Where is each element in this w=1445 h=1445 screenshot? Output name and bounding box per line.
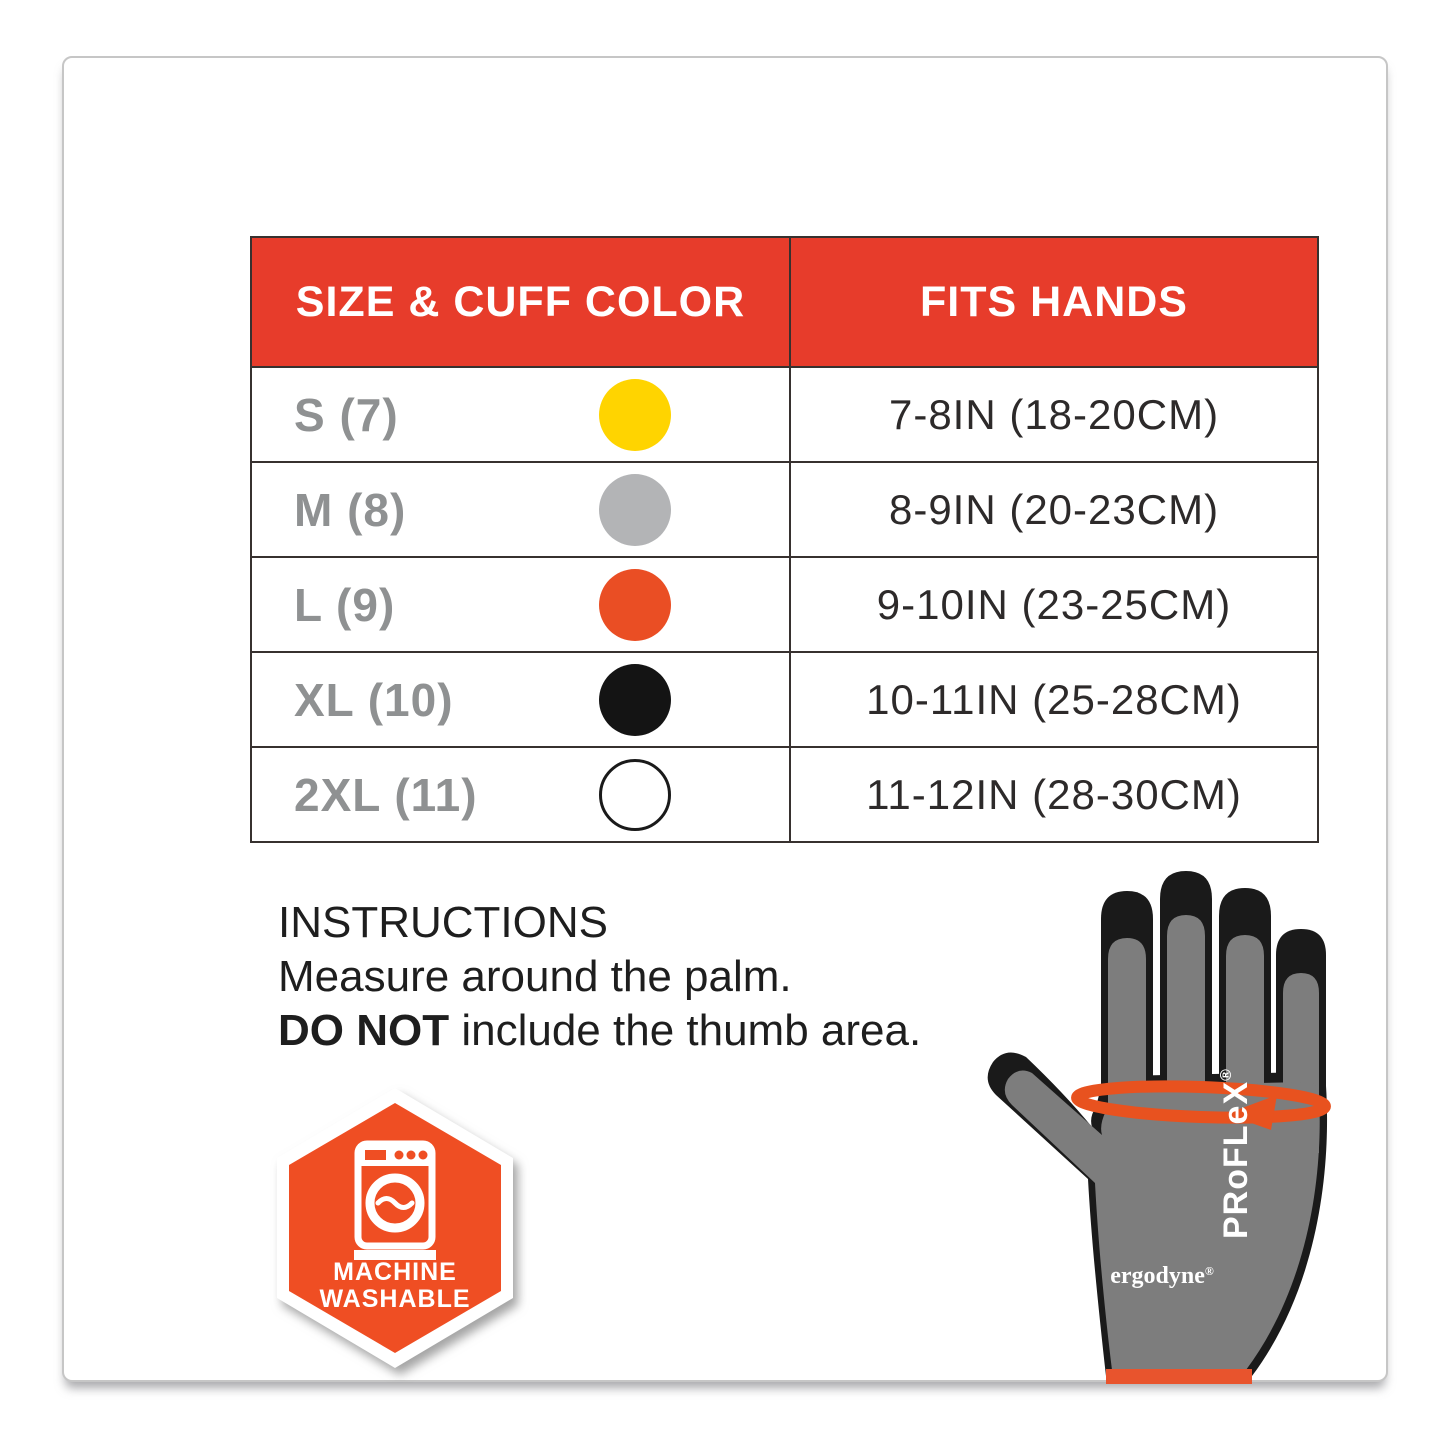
glove-illustration: PRoFLeX® ergodyne®: [987, 871, 1331, 1384]
table-row: XL (10) 10-11IN (25-28CM): [252, 651, 1317, 746]
spec-card: SIZE & CUFF COLOR FITS HANDS S (7) 7-8IN…: [62, 56, 1388, 1384]
table-row: L (9) 9-10IN (23-25CM): [252, 556, 1317, 651]
proflex-wordmark: PRoFLeX®: [1217, 1068, 1255, 1239]
size-cell: 2XL (11): [252, 748, 789, 841]
machine-washable-badge: MACHINE WASHABLE: [277, 1088, 513, 1368]
ergodyne-wordmark: ergodyne®: [1110, 1263, 1214, 1289]
size-label: S (7): [294, 388, 399, 441]
instructions-line-1: Measure around the palm.: [278, 952, 792, 1001]
size-label: M (8): [294, 483, 407, 536]
measure-arrow: [1071, 1080, 1331, 1130]
size-cell: S (7): [252, 368, 789, 461]
cuff-color-swatch: [599, 568, 671, 641]
fits-cell: 7-8IN (18-20CM): [789, 368, 1317, 461]
cuff-color-swatch: [599, 663, 671, 736]
fits-cell: 11-12IN (28-30CM): [789, 748, 1317, 841]
table-header-row: SIZE & CUFF COLOR FITS HANDS: [252, 238, 1317, 366]
fits-cell: 8-9IN (20-23CM): [789, 463, 1317, 556]
header-fits-hands: FITS HANDS: [788, 238, 1317, 366]
cuff-color-swatch: [599, 758, 671, 831]
instructions-title: INSTRUCTIONS: [278, 898, 608, 947]
cuff-color-swatch: [599, 378, 671, 451]
glove-cuff-band: [1106, 1369, 1252, 1384]
table-row: S (7) 7-8IN (18-20CM): [252, 366, 1317, 461]
instructions-line-2: DO NOT include the thumb area.: [278, 1004, 921, 1058]
sizing-table: SIZE & CUFF COLOR FITS HANDS S (7) 7-8IN…: [250, 236, 1319, 843]
fits-cell: 10-11IN (25-28CM): [789, 653, 1317, 746]
instructions-line-2-emphasis: DO NOT: [278, 1006, 450, 1055]
size-cell: XL (10): [252, 653, 789, 746]
badge-label-line-2: WASHABLE: [319, 1285, 470, 1313]
table-row: 2XL (11) 11-12IN (28-30CM): [252, 746, 1317, 841]
cuff-color-swatch: [599, 473, 671, 546]
size-cell: L (9): [252, 558, 789, 651]
fits-cell: 9-10IN (23-25CM): [789, 558, 1317, 651]
washing-machine-icon: [354, 1140, 436, 1260]
instructions-line-2-rest: include the thumb area.: [449, 1006, 922, 1055]
size-label: L (9): [294, 578, 396, 631]
instructions-block: INSTRUCTIONS Measure around the palm. DO…: [278, 896, 921, 1058]
table-row: M (8) 8-9IN (20-23CM): [252, 461, 1317, 556]
size-label: 2XL (11): [294, 768, 478, 821]
badge-label-line-1: MACHINE: [333, 1258, 457, 1286]
size-label: XL (10): [294, 673, 454, 726]
glove-palm: [1004, 1070, 1320, 1370]
size-cell: M (8): [252, 463, 789, 556]
header-size-cuff-color: SIZE & CUFF COLOR: [295, 277, 746, 326]
